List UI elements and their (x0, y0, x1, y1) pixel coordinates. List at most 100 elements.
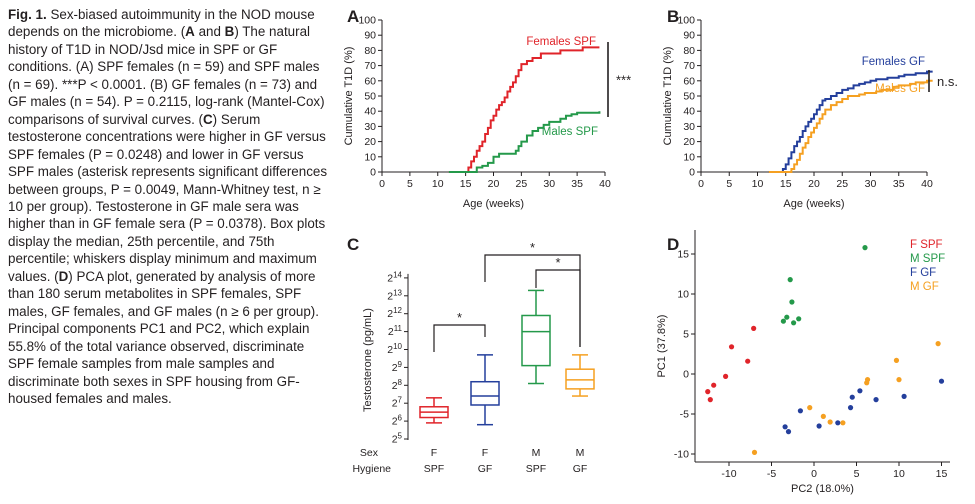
x-tick-label: 15 (460, 178, 472, 190)
x-tick-label: 15 (780, 178, 792, 190)
y-tick-label: 40 (364, 106, 376, 118)
x-tick-label: 40 (921, 178, 933, 190)
scatter-point-m-gf (840, 420, 846, 426)
scatter-point-m-gf (827, 419, 833, 425)
scatter-point-f-spf (707, 397, 713, 403)
scatter-point-f-gf (816, 423, 822, 429)
y-tick-label: 20 (683, 136, 695, 148)
y-tick-label: 60 (364, 75, 376, 87)
x-tick-label: 35 (571, 178, 583, 190)
y-tick-label: 212 (387, 306, 402, 320)
x-tick-label: 25 (836, 178, 848, 190)
x-axis-label: Age (weeks) (463, 198, 524, 210)
series-label: Females GF (862, 56, 925, 68)
scatter-point-m-spf (787, 277, 793, 283)
y-tick-label: 213 (387, 288, 402, 302)
panel-a: A 0 10 20 30 40 50 60 70 80 90 100 0 5 10 15 20 25 30 35 40 A… (343, 7, 631, 210)
y-tick-label: 0 (370, 167, 376, 179)
y-tick-label: 10 (364, 151, 376, 163)
panel-letter: C (347, 235, 359, 254)
scatter-point-m-spf (789, 299, 795, 305)
y-tick-label: 80 (683, 45, 695, 57)
y-tick-label: 20 (364, 136, 376, 148)
y-axis-label: Cumulative T1D (%) (662, 47, 674, 146)
y-tick-label: 25 (392, 432, 403, 446)
scatter-point-f-gf (797, 408, 804, 414)
y-tick-label: 211 (388, 324, 403, 338)
scatter-point-m-gf (751, 449, 758, 455)
x-tick-label: 0 (811, 468, 817, 480)
scatter-point-m-spf (791, 320, 797, 326)
x-tick-label: -10 (721, 468, 736, 480)
survival-curve-males-gf (768, 79, 933, 173)
y-tick-label: 0 (683, 369, 689, 381)
y-axis-label: Cumulative T1D (%) (343, 47, 355, 146)
panel-letter: B (667, 7, 679, 26)
significance-label: *** (616, 73, 631, 88)
scatter-point-f-gf (847, 405, 854, 411)
y-tick-label: 30 (683, 121, 695, 133)
x-tick-label: 30 (865, 178, 877, 190)
panel-letter: D (667, 235, 679, 254)
legend-entry: M GF (910, 281, 939, 293)
hygiene-label: GF (573, 463, 588, 475)
y-tick-label: 10 (683, 151, 695, 163)
scatter-point-f-spf (705, 389, 711, 395)
caption-fig-label: Fig. 1. (8, 7, 47, 22)
y-tick-label: 210 (387, 342, 402, 356)
y-tick-label: 30 (364, 121, 376, 133)
x-tick-label: 25 (516, 178, 528, 190)
y-tick-label: 100 (677, 15, 695, 27)
x-tick-label: 10 (432, 178, 444, 190)
y-tick-label: 40 (683, 106, 695, 118)
x-tick-label: 0 (698, 178, 704, 190)
scatter-point-f-gf (938, 378, 945, 384)
x-tick-label: 10 (752, 178, 764, 190)
panel-d: D -10 -5 0 5 10 15 -10 -5 0 5 10 15 PC2 (18.0%) PC1 (3… (656, 230, 950, 495)
series-label: Males GF (875, 83, 925, 95)
scatter-point-m-spf (796, 316, 802, 322)
series-label: Males SPF (542, 126, 598, 138)
panel-b: B 0 10 20 30 40 50 60 70 80 90 100 0 5 10 15 20 25 30 35 40 A… (662, 7, 958, 210)
caption-c-text: Serum testosterone concentrations were h… (8, 111, 328, 284)
x-tick-label: 5 (407, 178, 413, 190)
legend-entry: F SPF (910, 239, 943, 251)
scatter-point-f-gf (873, 397, 879, 403)
caption-title: Sex-biased autoimmunity in the NOD mouse… (8, 7, 315, 40)
y-tick-label: 70 (364, 60, 376, 72)
survival-curve-males-spf (448, 111, 601, 173)
box-iqr (470, 380, 500, 406)
box-iqr (521, 314, 551, 367)
scatter-point-m-gf (820, 413, 826, 419)
scatter-point-m-spf (862, 245, 868, 251)
legend-entry: M SPF (910, 253, 945, 265)
y-tick-label: 28 (392, 378, 403, 392)
x-tick-label: 5 (726, 178, 732, 190)
significance-label: n.s. (937, 74, 958, 89)
panel-c: C 25 26 27 28 29 210 211 212 213 214 Testosterone (… (347, 235, 595, 475)
y-tick-label: 214 (387, 270, 402, 284)
row-label-sex: Sex (360, 447, 379, 459)
series-label: Females SPF (526, 36, 596, 48)
significance-label: * (530, 240, 535, 255)
y-tick-label: 60 (683, 75, 695, 87)
x-tick-label: 15 (936, 468, 948, 480)
y-tick-label: 15 (677, 249, 689, 261)
y-axis-label: Testosterone (pg/mL) (362, 308, 374, 412)
y-tick-label: 100 (358, 15, 376, 27)
sex-label: F (431, 447, 437, 459)
x-axis-label: Age (weeks) (783, 198, 844, 210)
hygiene-label: SPF (526, 463, 546, 475)
row-label-hygiene: Hygiene (352, 463, 391, 475)
x-tick-label: 40 (599, 178, 611, 190)
y-tick-label: -5 (680, 409, 689, 421)
y-tick-label: 10 (677, 289, 689, 301)
scatter-point-f-gf (901, 393, 907, 399)
y-tick-label: 90 (683, 30, 695, 42)
y-tick-label: 5 (683, 329, 689, 341)
x-tick-label: 10 (893, 468, 905, 480)
scatter-point-f-spf (745, 358, 751, 364)
caption-d-text: PCA plot, generated by analysis of more … (8, 268, 319, 406)
scatter-point-m-gf (864, 377, 871, 383)
